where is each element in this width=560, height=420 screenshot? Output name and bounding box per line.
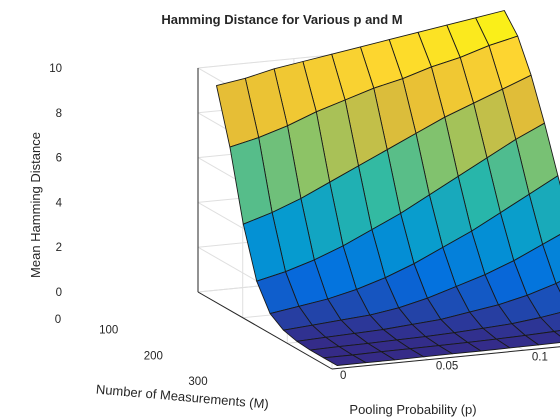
y-tick-label: 200	[144, 350, 163, 362]
x-tick-label: 0.1	[532, 351, 548, 363]
axis-frame	[197, 68, 560, 370]
y-tick-label: 300	[188, 376, 207, 388]
surface-face-8-0	[323, 354, 367, 366]
z-tick-label: 0	[56, 287, 62, 299]
z-tick-label: 8	[56, 108, 62, 120]
x-tick-label: 0	[340, 370, 346, 382]
y-axis-label: Number of Measurements (M)	[95, 381, 269, 411]
y-tick-label: 100	[99, 325, 118, 337]
surface-mesh	[216, 10, 560, 366]
y-tick-label: 0	[55, 314, 61, 326]
z-axis-label: Mean Hamming Distance	[28, 132, 43, 278]
x-axis-line	[331, 346, 560, 370]
z-tick-label: 6	[56, 153, 62, 165]
z-tick-label: 10	[49, 63, 62, 75]
chart-title: Hamming Distance for Various p and M	[161, 12, 402, 27]
x-axis-label: Pooling Probability (p)	[349, 402, 476, 417]
z-tick-label: 4	[56, 197, 63, 209]
x-tick-label: 0.05	[436, 361, 458, 373]
y-axis-line	[197, 291, 333, 370]
z-tick-label: 2	[56, 242, 62, 254]
